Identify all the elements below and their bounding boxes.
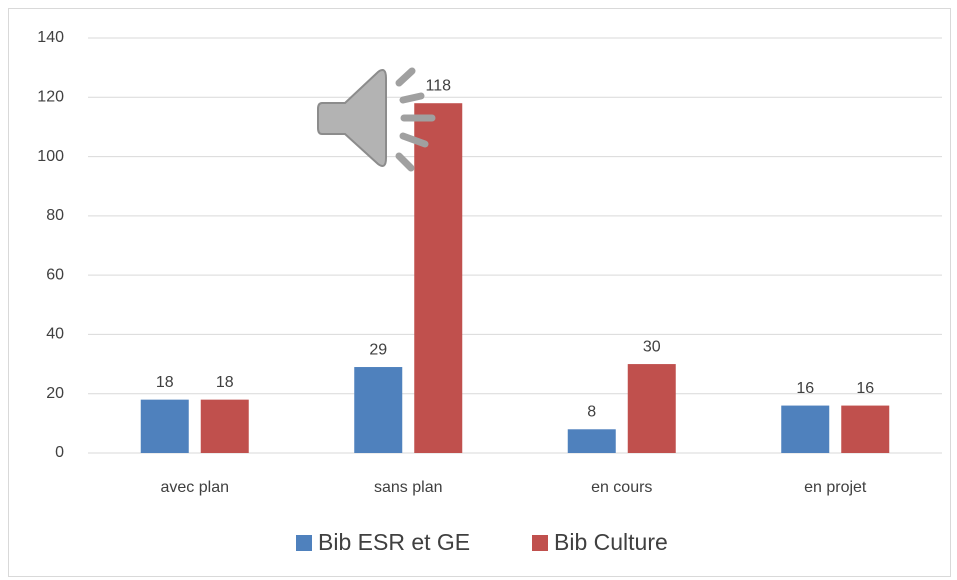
bar: [354, 367, 403, 453]
data-label: 18: [216, 374, 234, 391]
y-tick-label: 80: [46, 207, 64, 224]
data-label: 18: [156, 374, 174, 391]
bar: [627, 364, 676, 453]
bar: [781, 405, 830, 453]
data-label: 16: [796, 380, 814, 397]
y-tick-label: 100: [37, 148, 64, 165]
bar: [841, 405, 890, 453]
legend-swatch: [296, 535, 312, 551]
data-label: 30: [643, 338, 661, 355]
bar: [140, 399, 189, 453]
speaker-icon[interactable]: [317, 67, 436, 172]
data-label: 29: [369, 341, 387, 358]
data-label: 16: [856, 380, 874, 397]
bar: [200, 399, 249, 453]
bar: [567, 429, 616, 453]
y-tick-label: 120: [37, 89, 64, 106]
data-label: 118: [425, 77, 451, 94]
y-tick-label: 20: [46, 385, 64, 402]
y-tick-label: 40: [46, 326, 64, 343]
data-label: 8: [587, 404, 596, 421]
x-tick-label: en projet: [804, 479, 867, 496]
x-tick-label: avec plan: [161, 479, 230, 496]
bar: [414, 103, 463, 453]
legend-label: Bib Culture: [554, 529, 668, 555]
legend-swatch: [532, 535, 548, 551]
y-tick-label: 60: [46, 266, 64, 283]
legend-label: Bib ESR et GE: [318, 529, 470, 555]
x-tick-label: en cours: [591, 479, 652, 496]
chart-border: [8, 8, 951, 577]
y-tick-label: 140: [37, 29, 64, 46]
x-tick-label: sans plan: [374, 479, 443, 496]
y-tick-label: 0: [55, 444, 64, 461]
